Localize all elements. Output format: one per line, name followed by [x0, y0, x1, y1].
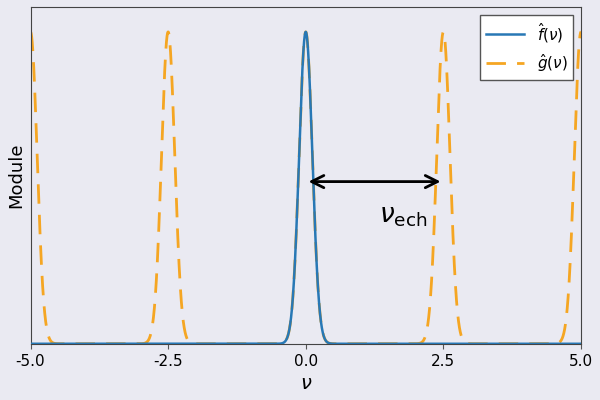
$\hat{f}(\nu)$: [286, 327, 293, 332]
$\hat{g}(\nu)$: [151, 310, 158, 315]
$\hat{f}(\nu)$: [566, 341, 573, 346]
Text: $\nu_{\mathrm{ech}}$: $\nu_{\mathrm{ech}}$: [379, 204, 427, 230]
$\hat{f}(\nu)$: [365, 341, 373, 346]
$\hat{g}(\nu)$: [0, 341, 7, 346]
$\hat{f}(\nu)$: [433, 341, 440, 346]
Y-axis label: Module: Module: [7, 143, 25, 208]
$\hat{g}(\nu)$: [566, 276, 573, 280]
Line: $\hat{f}(\nu)$: $\hat{f}(\nu)$: [3, 32, 600, 344]
$\hat{g}(\nu)$: [433, 156, 440, 161]
$\hat{g}(\nu)$: [365, 341, 373, 346]
$\hat{g}(\nu)$: [286, 326, 293, 331]
Legend: $\hat{f}(\nu)$, $\hat{g}(\nu)$: $\hat{f}(\nu)$, $\hat{g}(\nu)$: [480, 14, 574, 80]
$\hat{f}(\nu)$: [0, 341, 7, 346]
X-axis label: $\nu$: $\nu$: [299, 374, 312, 393]
$\hat{g}(\nu)$: [27, 30, 34, 34]
$\hat{g}(\nu)$: [388, 341, 395, 346]
$\hat{f}(\nu)$: [302, 30, 310, 34]
$\hat{f}(\nu)$: [150, 341, 157, 346]
$\hat{g}(\nu)$: [233, 341, 241, 346]
$\hat{f}(\nu)$: [388, 341, 395, 346]
Line: $\hat{g}(\nu)$: $\hat{g}(\nu)$: [3, 32, 600, 344]
